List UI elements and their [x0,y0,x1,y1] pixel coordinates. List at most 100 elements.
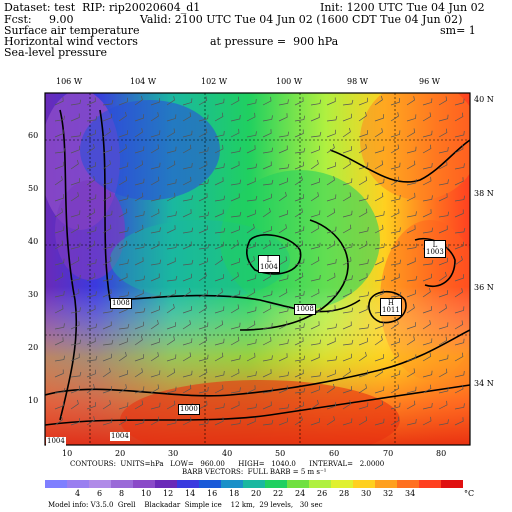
wind-barb [166,114,177,122]
wind-barb [230,272,239,282]
wind-barb [182,176,192,186]
wind-barb [310,321,320,330]
wind-barb [406,192,416,202]
wind-barb [246,242,257,250]
wind-barb [86,369,96,378]
wind-barb [198,400,208,410]
wind-barb [310,113,320,122]
wind-barb [278,256,288,266]
wind-barb [70,159,79,170]
wind-barb [454,274,465,282]
colorbar-swatch [111,480,133,488]
wind-barb [134,275,146,282]
wind-barb [150,227,161,234]
wind-barb [230,147,241,154]
colorbar-tick-label: 22 [273,489,284,498]
wind-barb [326,143,335,154]
wind-barb [262,401,272,410]
wind-barb [294,161,304,170]
wind-barb [422,352,432,362]
wind-barb [342,192,352,202]
wind-barb [230,258,241,266]
wind-barb [438,193,448,202]
lat-label: 38 N [474,189,494,198]
wind-barb [438,160,448,170]
wind-barb [422,416,432,426]
wind-barb [374,335,383,346]
wind-barb [150,338,161,346]
wind-barb [390,227,401,234]
wind-barb [326,291,337,298]
wind-barb [406,275,418,282]
wind-barb [406,289,416,298]
wind-barb [454,209,464,218]
wind-barb [134,114,145,122]
wind-barb [422,112,432,122]
wind-barb [150,384,160,394]
wind-barb [454,384,464,394]
dataset-line: Dataset: test RIP: rip20020604_d1 [4,1,201,14]
colorbar-tick-label: 8 [119,489,125,498]
wind-barb [150,291,162,298]
wind-barb [326,337,336,346]
x-tick: 10 [62,449,73,458]
wind-barb [102,289,112,298]
wind-barb [454,288,463,298]
wind-barb [374,224,384,234]
wind-barb [246,256,255,266]
wind-barb [358,370,369,378]
wind-barb [406,178,417,186]
wind-barb [278,210,289,218]
wind-barb [86,383,95,394]
wind-barb [342,146,353,154]
wind-barb [438,96,448,106]
wind-barb [310,385,320,394]
wind-barb [182,416,192,426]
wind-barb [262,226,273,234]
colorbar-tick-label: 26 [317,489,328,498]
wind-barb [182,195,193,202]
y-tick: 40 [28,237,39,246]
wind-barb [326,208,336,218]
wind-barb [166,354,177,362]
wind-barb [406,322,417,330]
wind-barb [134,146,145,154]
wind-barb [150,305,160,314]
wind-barb [118,291,130,298]
wind-barb [198,128,208,138]
wind-barb [422,209,432,218]
wind-barb [230,354,241,362]
wind-barb [342,418,353,426]
colorbar-tick-label: 16 [207,489,218,498]
wind-barb [310,399,319,410]
colorbar-swatch [45,480,67,488]
wind-barb [214,195,226,202]
wind-barb [182,338,193,346]
wind-barb [454,352,464,362]
wind-barb [230,96,240,106]
wind-barb [182,241,192,250]
wind-barb [374,354,385,362]
wind-barb [198,160,208,170]
wind-barb [166,243,178,250]
lat-label: 34 N [474,379,494,388]
wind-barb [86,416,95,426]
wind-barb [134,224,144,234]
wind-barb [454,130,465,138]
wind-barb [150,352,159,362]
wind-barb [294,415,303,426]
wind-barb [134,160,144,170]
wind-barb [182,352,192,362]
isobar-label: 1004 [110,432,130,441]
wind-barb [70,307,81,314]
x-tick: 70 [383,449,394,458]
wind-barb [342,289,352,298]
wind-barb [310,418,321,426]
wind-barb [278,353,288,362]
wind-barb [310,353,320,362]
wind-barb [358,226,369,234]
wind-barb [70,256,80,266]
wind-barb [390,416,400,426]
wind-barb [406,418,417,426]
wind-barb [102,210,113,218]
